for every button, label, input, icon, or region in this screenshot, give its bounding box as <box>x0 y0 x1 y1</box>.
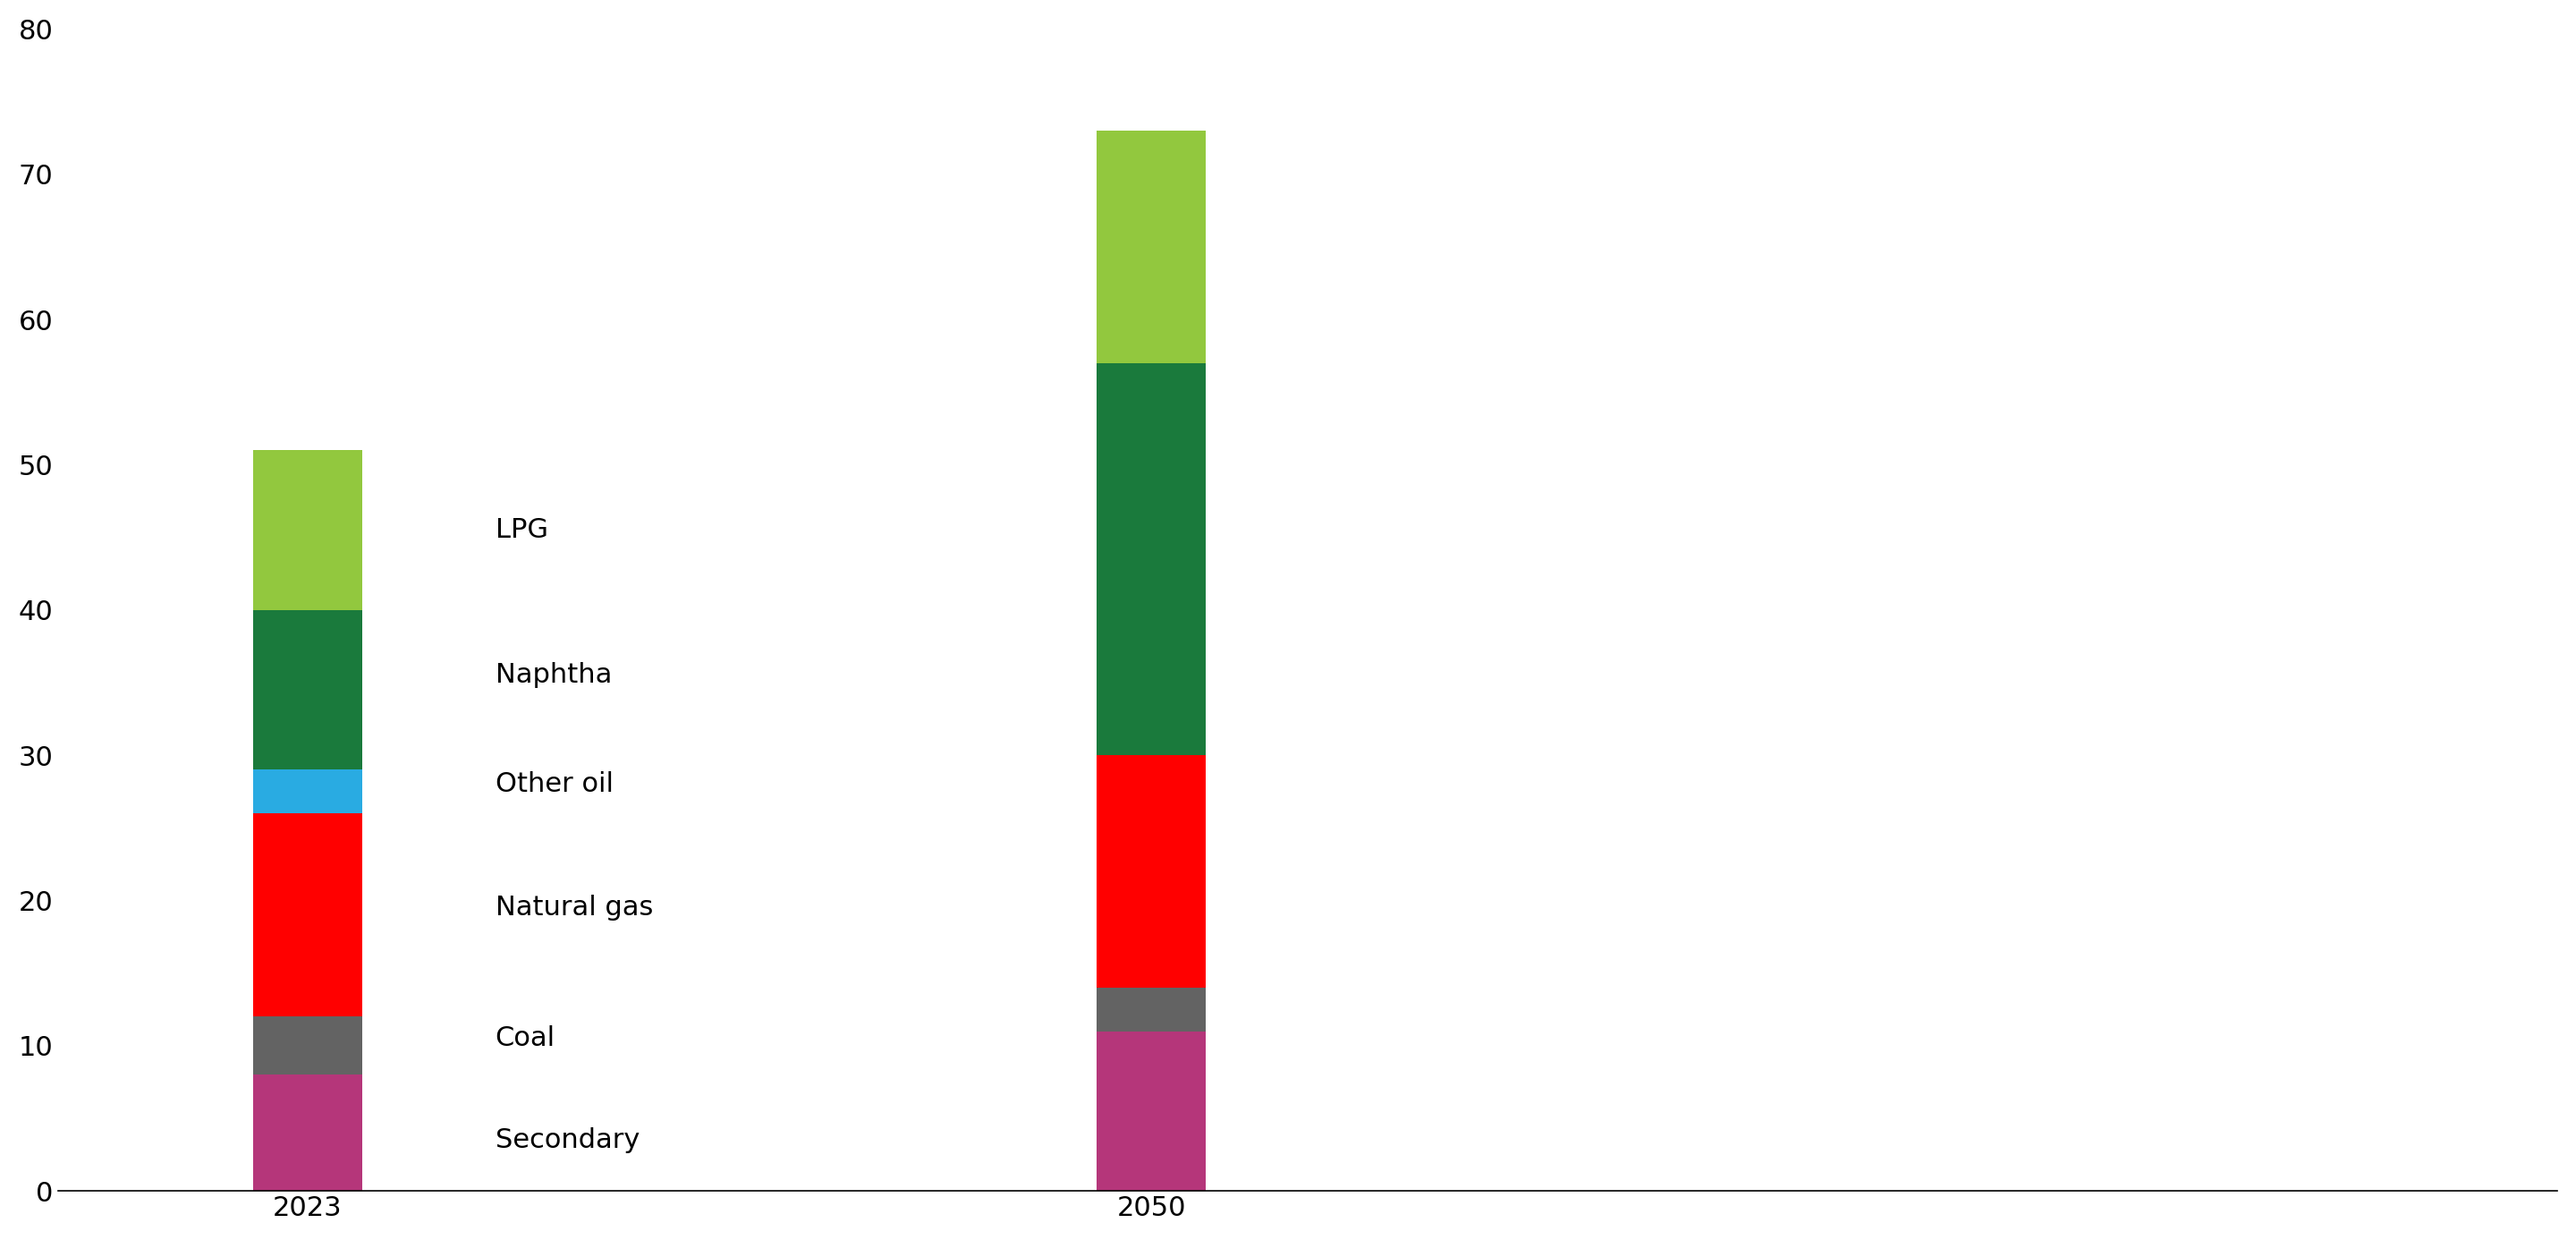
Bar <box>1097 988 1206 1032</box>
Text: Other oil: Other oil <box>495 771 613 797</box>
Text: Coal: Coal <box>495 1025 556 1052</box>
Bar <box>252 450 363 610</box>
Text: Naphtha: Naphtha <box>495 662 611 688</box>
Bar <box>252 1017 363 1075</box>
Bar <box>1097 363 1206 755</box>
Text: LPG: LPG <box>495 517 549 543</box>
Bar <box>1097 1032 1206 1192</box>
Bar <box>1097 755 1206 988</box>
Text: Natural gas: Natural gas <box>495 895 652 921</box>
Bar <box>252 610 363 770</box>
Bar <box>252 813 363 1017</box>
Bar <box>1097 130 1206 363</box>
Bar <box>252 1075 363 1192</box>
Bar <box>252 770 363 813</box>
Text: Secondary: Secondary <box>495 1127 639 1153</box>
